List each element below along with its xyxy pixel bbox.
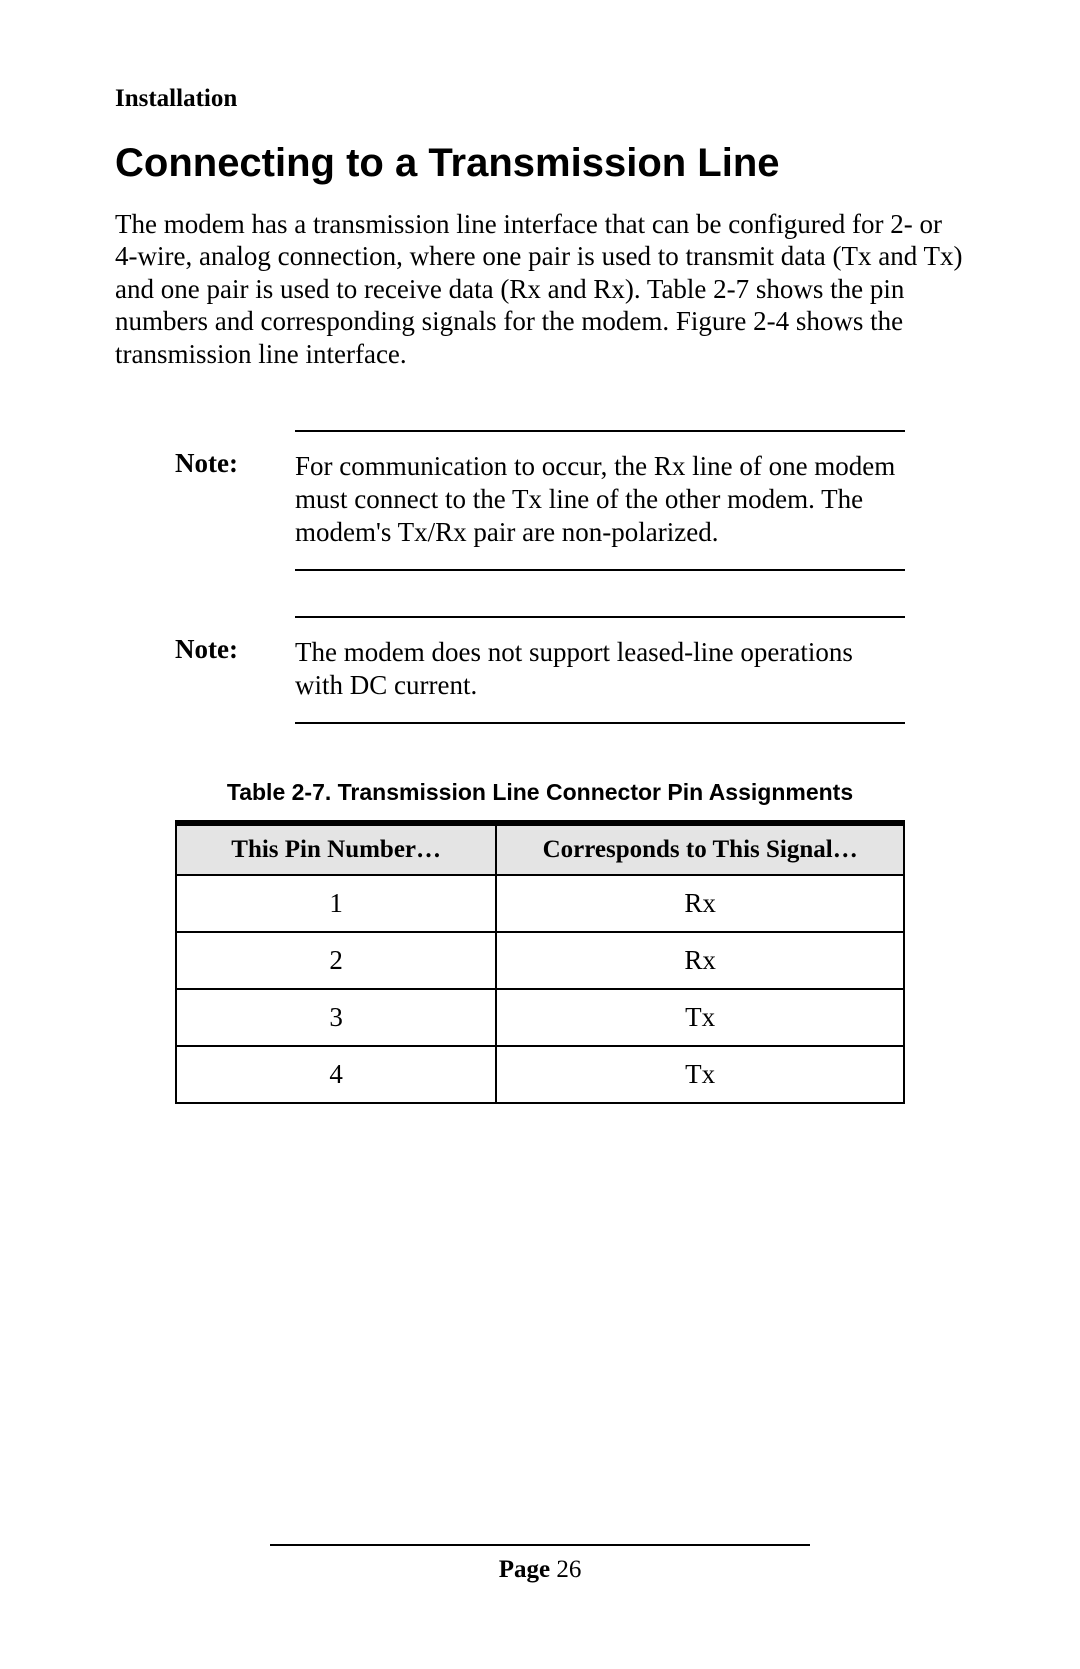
note-label: Note: <box>175 430 285 571</box>
table-header-row: This Pin Number… Corresponds to This Sig… <box>176 823 904 875</box>
page-number-value: 26 <box>556 1556 581 1583</box>
page-number: Page 26 <box>115 1556 965 1584</box>
table-row: 1 Rx <box>176 875 904 932</box>
table-cell: Tx <box>496 989 904 1046</box>
table-cell: 4 <box>176 1046 496 1103</box>
table-cell: 3 <box>176 989 496 1046</box>
table-header-cell: Corresponds to This Signal… <box>496 823 904 875</box>
page-heading: Connecting to a Transmission Line <box>115 141 965 186</box>
table-row: 3 Tx <box>176 989 904 1046</box>
document-page: Installation Connecting to a Transmissio… <box>0 0 1080 1669</box>
pin-assignment-table: This Pin Number… Corresponds to This Sig… <box>175 820 905 1104</box>
table-wrapper: This Pin Number… Corresponds to This Sig… <box>115 820 965 1104</box>
page-label: Page <box>499 1556 550 1583</box>
table-cell: Rx <box>496 875 904 932</box>
note-block: Note: The modem does not support leased-… <box>175 616 905 724</box>
table-caption: Table 2-7. Transmission Line Connector P… <box>115 779 965 806</box>
page-footer: Page 26 <box>115 1544 965 1584</box>
footer-rule <box>270 1544 810 1546</box>
table-cell: 2 <box>176 932 496 989</box>
intro-paragraph: The modem has a transmission line interf… <box>115 208 965 370</box>
note-label: Note: <box>175 616 285 724</box>
table-row: 4 Tx <box>176 1046 904 1103</box>
table-cell: 1 <box>176 875 496 932</box>
note-body: For communication to occur, the Rx line … <box>295 430 905 571</box>
table-header-cell: This Pin Number… <box>176 823 496 875</box>
table-cell: Tx <box>496 1046 904 1103</box>
note-block: Note: For communication to occur, the Rx… <box>175 430 905 571</box>
section-label: Installation <box>115 85 965 113</box>
table-row: 2 Rx <box>176 932 904 989</box>
note-body: The modem does not support leased-line o… <box>295 616 905 724</box>
table-cell: Rx <box>496 932 904 989</box>
